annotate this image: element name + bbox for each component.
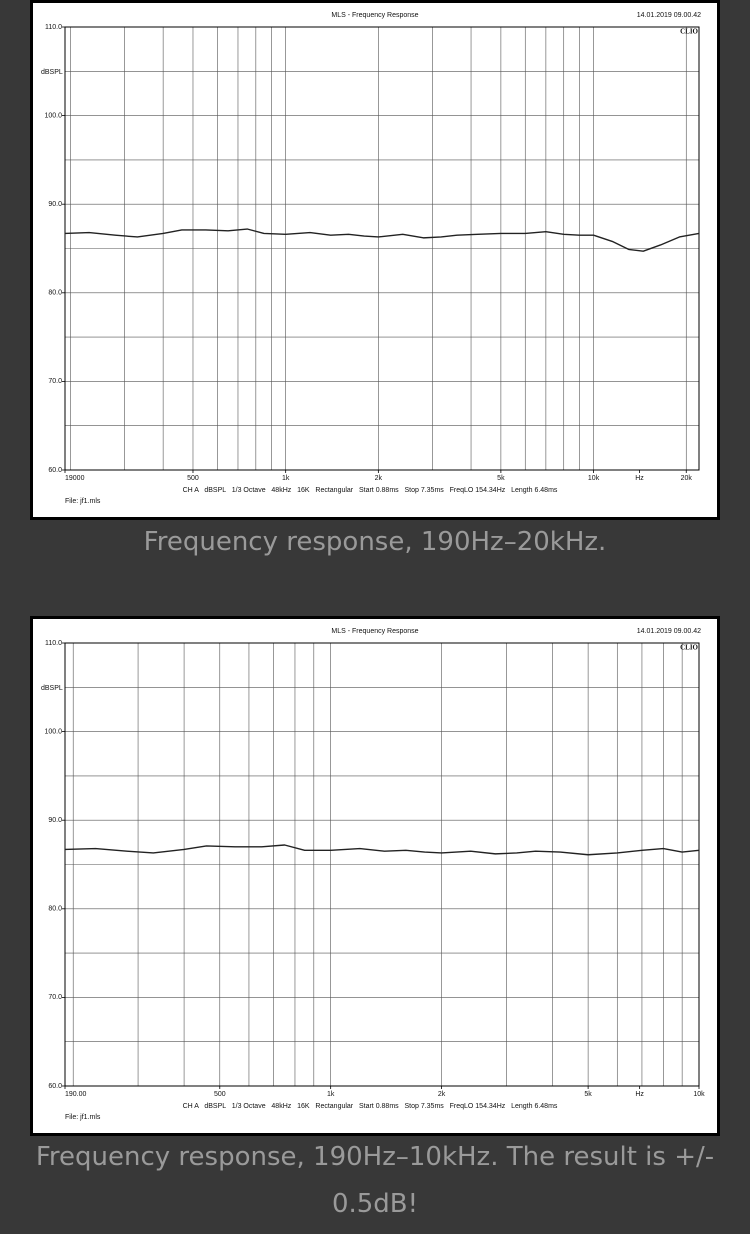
x-tick-label: Hz	[635, 1091, 644, 1098]
y-tick-label: 80.0	[48, 290, 62, 297]
x-tick-label: Hz	[635, 475, 644, 482]
x-tick-label: 500	[187, 475, 199, 482]
brand: CLIO	[680, 644, 698, 652]
footer: CH A dBSPL 1/3 Octave 48kHz 16K Rectangu…	[183, 1103, 558, 1110]
chart-frame	[30, 616, 720, 1136]
y-tick-label: 80.0	[48, 906, 62, 913]
file-name: File: jf1.mls	[65, 498, 101, 505]
timestamp: 14.01.2019 09.00.42	[637, 12, 701, 19]
y-tick-label: 100.0	[44, 112, 62, 119]
plot-border	[64, 642, 700, 1087]
brand: CLIO	[680, 28, 698, 36]
response-curve	[64, 228, 700, 252]
caption: Frequency response, 190Hz–10kHz. The res…	[35, 1142, 715, 1219]
caption: Frequency response, 190Hz–20kHz.	[143, 527, 607, 557]
y-axis-label: dBSPL	[41, 685, 63, 692]
x-tick-label: 5k	[497, 475, 505, 482]
x-tick-label: 2k	[375, 475, 383, 482]
y-tick-label: 70.0	[48, 378, 62, 385]
x-tick-label: 500	[214, 1091, 226, 1098]
y-tick-label: 90.0	[48, 817, 62, 824]
footer: CH A dBSPL 1/3 Octave 48kHz 16K Rectangu…	[183, 487, 558, 494]
file-name: File: jf1.mls	[65, 1114, 101, 1121]
y-tick-label: 100.0	[44, 728, 62, 735]
x-tick-label: 19000	[65, 475, 85, 482]
plot-border	[64, 26, 700, 471]
y-tick-label: 90.0	[48, 201, 62, 208]
response-curve	[64, 844, 700, 856]
y-tick-label: 60.0	[48, 467, 62, 474]
chart-frame	[30, 0, 720, 520]
y-tick-label: 110.0	[45, 640, 62, 647]
y-tick-label: 70.0	[48, 994, 62, 1001]
chart-title: MLS - Frequency Response	[331, 12, 418, 19]
y-tick-label: 60.0	[48, 1083, 62, 1090]
x-tick-label: 10k	[588, 475, 600, 482]
y-tick-label: 110.0	[45, 24, 62, 31]
y-axis-label: dBSPL	[41, 69, 63, 76]
chart-title: MLS - Frequency Response	[331, 628, 418, 635]
x-tick-label: 10k	[693, 1091, 705, 1098]
x-tick-label: 5k	[584, 1091, 592, 1098]
x-tick-label: 1k	[282, 475, 290, 482]
x-tick-label: 190.00	[65, 1091, 87, 1098]
x-tick-label: 1k	[327, 1091, 335, 1098]
x-tick-label: 2k	[438, 1091, 446, 1098]
timestamp: 14.01.2019 09.00.42	[637, 628, 701, 635]
x-tick-label: 20k	[681, 475, 693, 482]
